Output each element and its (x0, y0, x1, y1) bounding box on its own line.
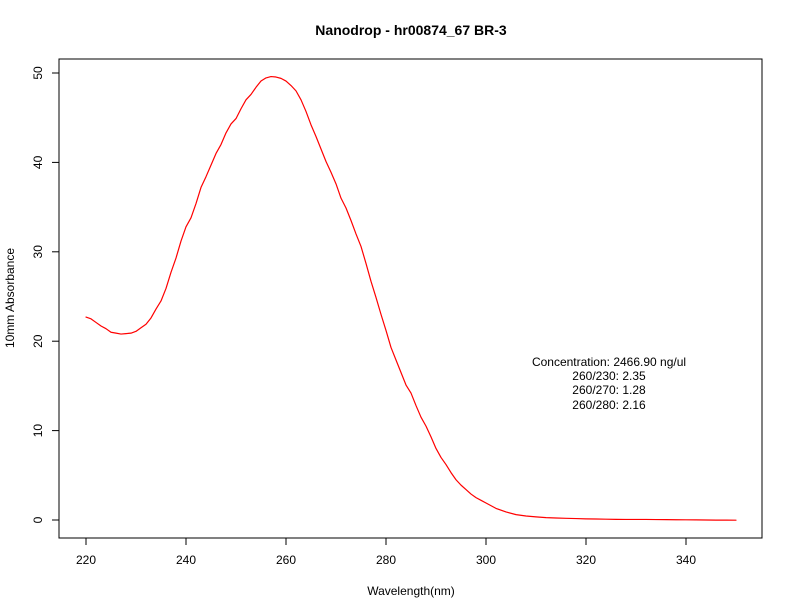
y-tick-label: 50 (31, 66, 45, 80)
y-tick-label: 40 (31, 155, 45, 169)
x-axis-label: Wavelength(nm) (367, 584, 455, 598)
ratio-260-280-text: 260/280: 2.16 (572, 398, 646, 412)
x-tick-label: 320 (576, 553, 596, 567)
x-tick-label: 300 (476, 553, 496, 567)
concentration-text: Concentration: 2466.90 ng/ul (532, 355, 686, 369)
ratio-260-230-text: 260/230: 2.35 (572, 369, 646, 383)
y-axis-label: 10mm Absorbance (3, 248, 17, 348)
series-layer (85, 75, 737, 521)
x-tick-label: 340 (676, 553, 696, 567)
absorbance-series-line (85, 75, 737, 521)
y-axis: 0 10 20 30 40 50 (31, 66, 60, 523)
x-tick-label: 240 (176, 553, 196, 567)
x-tick-label: 220 (76, 553, 96, 567)
y-tick-label: 0 (31, 516, 45, 523)
chart-title: Nanodrop - hr00874_67 BR-3 (315, 22, 507, 38)
stats-annotation: Concentration: 2466.90 ng/ul 260/230: 2.… (532, 355, 686, 412)
plot-frame (58, 58, 763, 539)
x-tick-label: 280 (376, 553, 396, 567)
x-tick-label: 260 (276, 553, 296, 567)
y-tick-label: 30 (31, 245, 45, 259)
y-tick-label: 10 (31, 424, 45, 438)
ratio-260-270-text: 260/270: 1.28 (572, 383, 646, 397)
x-axis: 220 240 260 280 300 320 340 (76, 537, 696, 567)
y-tick-label: 20 (31, 334, 45, 348)
